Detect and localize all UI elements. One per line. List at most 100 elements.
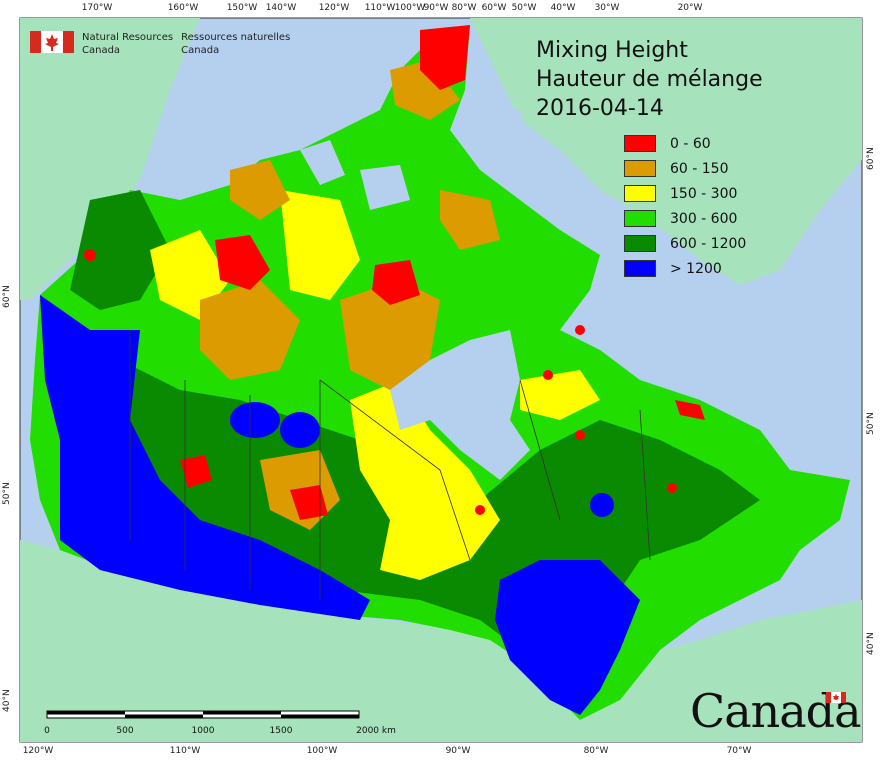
- legend-label: 300 - 600: [670, 210, 738, 227]
- org-en-line1: Natural Resources: [82, 32, 174, 43]
- zone-yellow-ne: [520, 370, 600, 420]
- left-tick-label: 40°N: [2, 689, 12, 712]
- zone-red-spot6: [667, 483, 677, 493]
- organization-signature: Natural Resources Canada Ressources natu…: [30, 31, 290, 57]
- top-tick-label: 170°W: [81, 3, 113, 13]
- hudson-bay: [390, 330, 530, 480]
- zone-orange-ne: [440, 190, 500, 250]
- top-tick-label: 120°W: [318, 3, 350, 13]
- scale-bar-graphic: [46, 710, 360, 719]
- canada-flag-icon: [30, 31, 74, 53]
- left-tick-label: 60°N: [2, 285, 12, 308]
- top-tick-label: 90°W: [423, 3, 449, 13]
- right-tick-label: 40°N: [866, 632, 876, 655]
- top-tick-label: 50°W: [511, 3, 537, 13]
- legend-item: 300 - 600: [624, 206, 746, 231]
- bottom-tick-label: 80°W: [583, 746, 609, 756]
- scale-label: 0: [44, 726, 50, 736]
- scale-label: 2000 km: [356, 726, 396, 736]
- scale-bar: 0 500 1000 1500 2000 km: [44, 705, 396, 738]
- iceland: [790, 20, 850, 80]
- top-tick-label: 60°W: [481, 3, 507, 13]
- zone-yellow-arctic: [280, 190, 360, 300]
- zone-blue-west: [40, 295, 370, 620]
- legend-item: > 1200: [624, 256, 746, 281]
- scale-label: 1000: [191, 726, 215, 736]
- title-date: 2016-04-14: [536, 96, 664, 121]
- bottom-tick-label: 110°W: [169, 746, 201, 756]
- arctic-channel2: [360, 165, 410, 210]
- legend-swatch: [624, 235, 656, 252]
- top-tick-label: 160°W: [167, 3, 199, 13]
- map-title: Mixing Height Hauteur de mélange 2016-04…: [536, 36, 763, 123]
- bottom-tick-label: 120°W: [22, 746, 54, 756]
- zone-red-spot2: [575, 325, 585, 335]
- scale-label: 1500: [269, 726, 293, 736]
- legend-label: 600 - 1200: [670, 235, 747, 252]
- scale-bar-labels: 0 500 1000 1500 2000 km: [44, 724, 396, 738]
- zone-red-quebec: [675, 400, 705, 420]
- greenland: [470, 18, 862, 285]
- legend-item: 60 - 150: [624, 156, 746, 181]
- zone-red-spot5: [475, 505, 485, 515]
- legend-label: 0 - 60: [670, 135, 711, 152]
- legend-item: 150 - 300: [624, 181, 746, 206]
- wordmark-flag-icon: [826, 692, 846, 703]
- org-fr-line1: Ressources naturelles: [181, 32, 291, 43]
- zone-yellow-central: [350, 380, 500, 580]
- legend-swatch: [624, 210, 656, 227]
- bottom-tick-label: 90°W: [445, 746, 471, 756]
- organization-french: Ressources naturelles Canada: [181, 31, 290, 57]
- legend-swatch: [624, 135, 656, 152]
- legend-label: > 1200: [670, 260, 722, 277]
- legend-label: 60 - 150: [670, 160, 729, 177]
- zone-orange-central: [200, 280, 300, 380]
- zone-red-ellesmere: [420, 25, 470, 90]
- zone-dark-green-north: [70, 190, 170, 310]
- zone-orange-hudson: [340, 280, 440, 390]
- title-french: Hauteur de mélange: [536, 67, 763, 92]
- zone-blue-ontario: [495, 560, 640, 715]
- left-tick-label: 50°N: [2, 482, 12, 505]
- org-fr-line2: Canada: [181, 45, 220, 56]
- org-en-line2: Canada: [82, 45, 121, 56]
- top-tick-label: 80°W: [451, 3, 477, 13]
- right-tick-label: 60°N: [866, 147, 876, 170]
- top-tick-label: 140°W: [265, 3, 297, 13]
- legend-label: 150 - 300: [670, 185, 738, 202]
- zone-red-spot1: [84, 249, 96, 261]
- united-states: [20, 540, 862, 742]
- top-tick-label: 100°W: [394, 3, 426, 13]
- legend-swatch: [624, 185, 656, 202]
- organization-english: Natural Resources Canada: [82, 31, 173, 57]
- alaska: [20, 18, 200, 300]
- zone-red-spot3: [543, 370, 553, 380]
- zone-red-spot4: [575, 430, 585, 440]
- right-tick-label: 50°N: [866, 412, 876, 435]
- top-tick-label: 20°W: [677, 3, 703, 13]
- top-tick-label: 40°W: [550, 3, 576, 13]
- zone-orange-arctic-west: [230, 160, 290, 220]
- scale-label: 500: [116, 726, 134, 736]
- arctic-channel3: [480, 100, 530, 160]
- zone-red-arctic: [215, 235, 270, 290]
- zone-blue-central2: [280, 412, 320, 448]
- bottom-tick-label: 100°W: [306, 746, 338, 756]
- arctic-channel1: [300, 140, 345, 185]
- province-boundaries: [129, 330, 651, 600]
- legend-swatch: [624, 160, 656, 177]
- bottom-tick-label: 70°W: [726, 746, 752, 756]
- legend: 0 - 60 60 - 150 150 - 300 300 - 600 600 …: [624, 131, 746, 281]
- legend-item: 600 - 1200: [624, 231, 746, 256]
- zone-red-hudson: [372, 260, 420, 305]
- title-english: Mixing Height: [536, 38, 688, 63]
- zone-blue-central1: [230, 402, 280, 438]
- zone-blue-quebec: [590, 493, 614, 517]
- top-tick-label: 150°W: [226, 3, 258, 13]
- top-tick-label: 110°W: [364, 3, 396, 13]
- zone-red-prairie: [290, 485, 328, 520]
- legend-swatch: [624, 260, 656, 277]
- legend-item: 0 - 60: [624, 131, 746, 156]
